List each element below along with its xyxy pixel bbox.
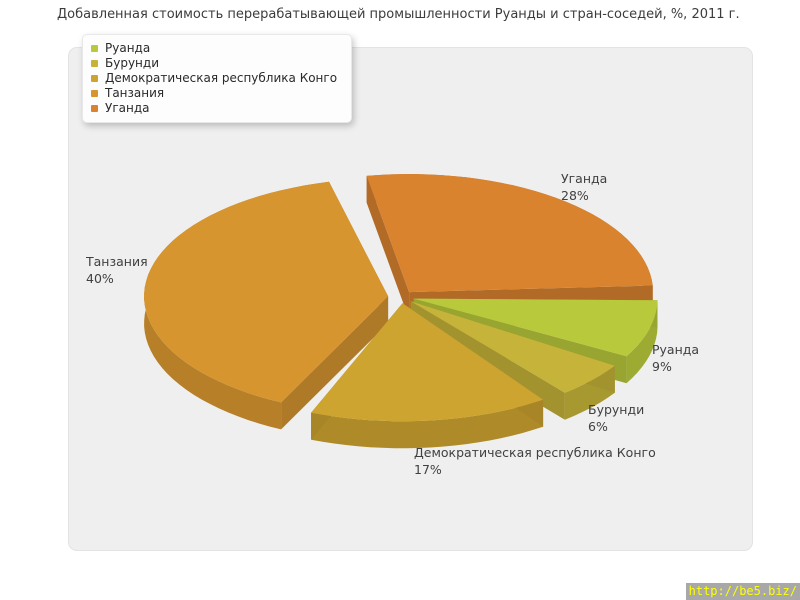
legend-item-4: Уганда [91,101,337,116]
slice-label-name: Бурунди [588,402,645,417]
slice-label-Демократическая республика Конго: Демократическая республика Конго 17% [414,444,656,478]
slice-label-name: Уганда [561,171,608,186]
slice-label-Танзания: Танзания 40% [86,253,148,287]
legend-swatch-icon [91,60,98,67]
pie-slice-Танзания[interactable] [144,181,389,430]
pie-slice-Бурунди[interactable] [410,301,615,420]
legend-item-label: Танзания [105,86,165,100]
slice-label-name: Демократическая республика Конго [414,445,656,460]
slice-label-value: 40% [86,271,114,286]
legend-swatch-icon [91,75,98,82]
chart-title: Добавленная стоимость перерабатывающей п… [57,7,740,22]
watermark-link[interactable]: http://be5.biz/ [685,583,800,600]
legend-swatch-icon [91,45,98,52]
slice-label-Уганда: Уганда 28% [561,170,607,204]
slice-label-name: Танзания [86,254,148,269]
slice-label-value: 9% [652,359,672,374]
legend-item-0: Руанда [91,41,337,56]
slice-label-Бурунди: Бурунди 6% [588,401,644,435]
legend-swatch-icon [91,90,98,97]
legend-item-label: Уганда [105,101,150,115]
slice-label-value: 6% [588,419,608,434]
legend-swatch-icon [91,105,98,112]
legend: Руанда Бурунди Демократическая республика … [82,34,353,123]
slice-label-value: 17% [414,462,442,477]
legend-item-label: Руанда [105,41,151,55]
legend-item-label: Бурунди [105,56,159,70]
legend-item-label: Демократическая республика Конго [105,71,338,85]
slice-label-name: Руанда [652,342,700,357]
legend-item-2: Демократическая республика Конго [91,71,337,86]
pie-slice-Демократическая республика Конго[interactable] [311,303,544,449]
legend-item-1: Бурунди [91,56,337,71]
slice-label-Руанда: Руанда 9% [652,341,699,375]
slice-label-value: 28% [561,188,589,203]
legend-item-3: Танзания [91,86,337,101]
pie-slice-Уганда[interactable] [366,174,653,320]
